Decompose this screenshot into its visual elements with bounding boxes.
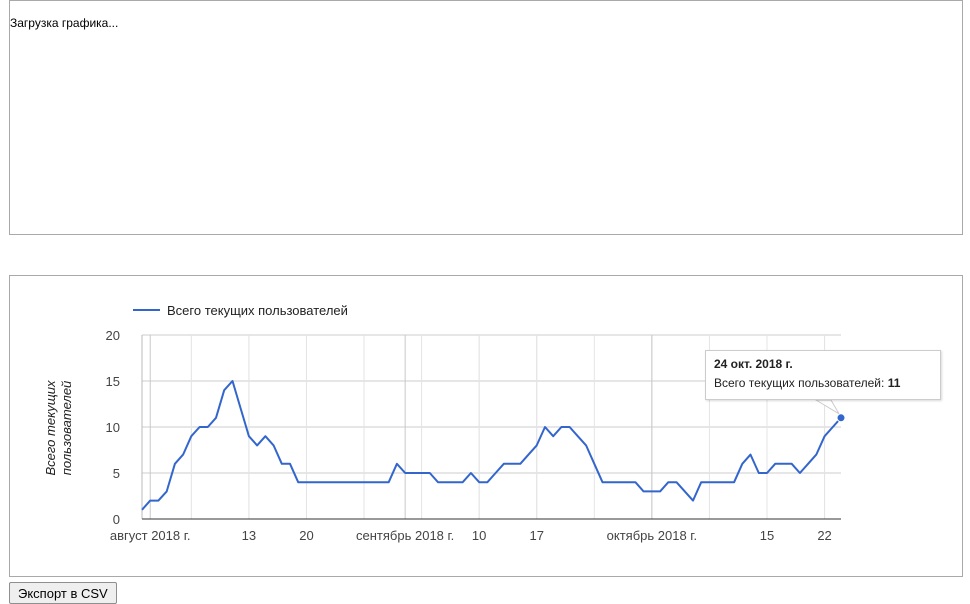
y-tick-label: 20 xyxy=(106,328,120,343)
series-line xyxy=(141,380,842,511)
y-tick-label: 5 xyxy=(113,466,120,481)
x-tick-label: октябрь 2018 г. xyxy=(607,528,697,543)
x-tick-label: 20 xyxy=(299,528,313,543)
data-tooltip: 24 окт. 2018 г. Всего текущих пользовате… xyxy=(705,350,941,400)
x-tick-label: 13 xyxy=(242,528,256,543)
axis-layer: 0 5 10 15 20 август 2018 г. 13 20 сентябрь 2018 … xyxy=(106,328,841,543)
y-tick-label: 15 xyxy=(106,374,120,389)
y-axis-label-line1: Всего текущих xyxy=(43,380,58,475)
x-tick-label: 22 xyxy=(817,528,831,543)
tooltip-series-label: Всего текущих пользователей: xyxy=(714,376,885,390)
grid-layer xyxy=(141,334,841,519)
y-tick-label: 10 xyxy=(106,420,120,435)
chart-panel: 0 5 10 15 20 август 2018 г. 13 20 сентябрь 2018 … xyxy=(9,275,963,577)
y-axis-label-line2: пользователей xyxy=(59,381,74,476)
tooltip-pointer xyxy=(814,399,840,415)
legend: Всего текущих пользователей xyxy=(133,303,348,318)
x-tick-label: август 2018 г. xyxy=(110,528,191,543)
y-tick-label: 0 xyxy=(113,512,120,527)
x-tick-label: сентябрь 2018 г. xyxy=(356,528,454,543)
export-csv-button[interactable]: Экспорт в CSV xyxy=(9,582,117,604)
tooltip-row: Всего текущих пользователей: 11 xyxy=(714,376,932,390)
chart-loading-panel: Загрузка графика... xyxy=(9,0,963,235)
loading-text: Загрузка графика... xyxy=(10,16,119,30)
tooltip-date: 24 окт. 2018 г. xyxy=(714,357,793,371)
legend-label: Всего текущих пользователей xyxy=(167,303,348,318)
highlighted-point xyxy=(836,413,846,423)
x-tick-label: 15 xyxy=(760,528,774,543)
x-tick-label: 10 xyxy=(472,528,486,543)
series-layer xyxy=(141,380,846,511)
tooltip-value: 11 xyxy=(887,376,901,390)
x-tick-label: 17 xyxy=(529,528,543,543)
line-chart: 0 5 10 15 20 август 2018 г. 13 20 сентябрь 2018 … xyxy=(43,303,846,543)
